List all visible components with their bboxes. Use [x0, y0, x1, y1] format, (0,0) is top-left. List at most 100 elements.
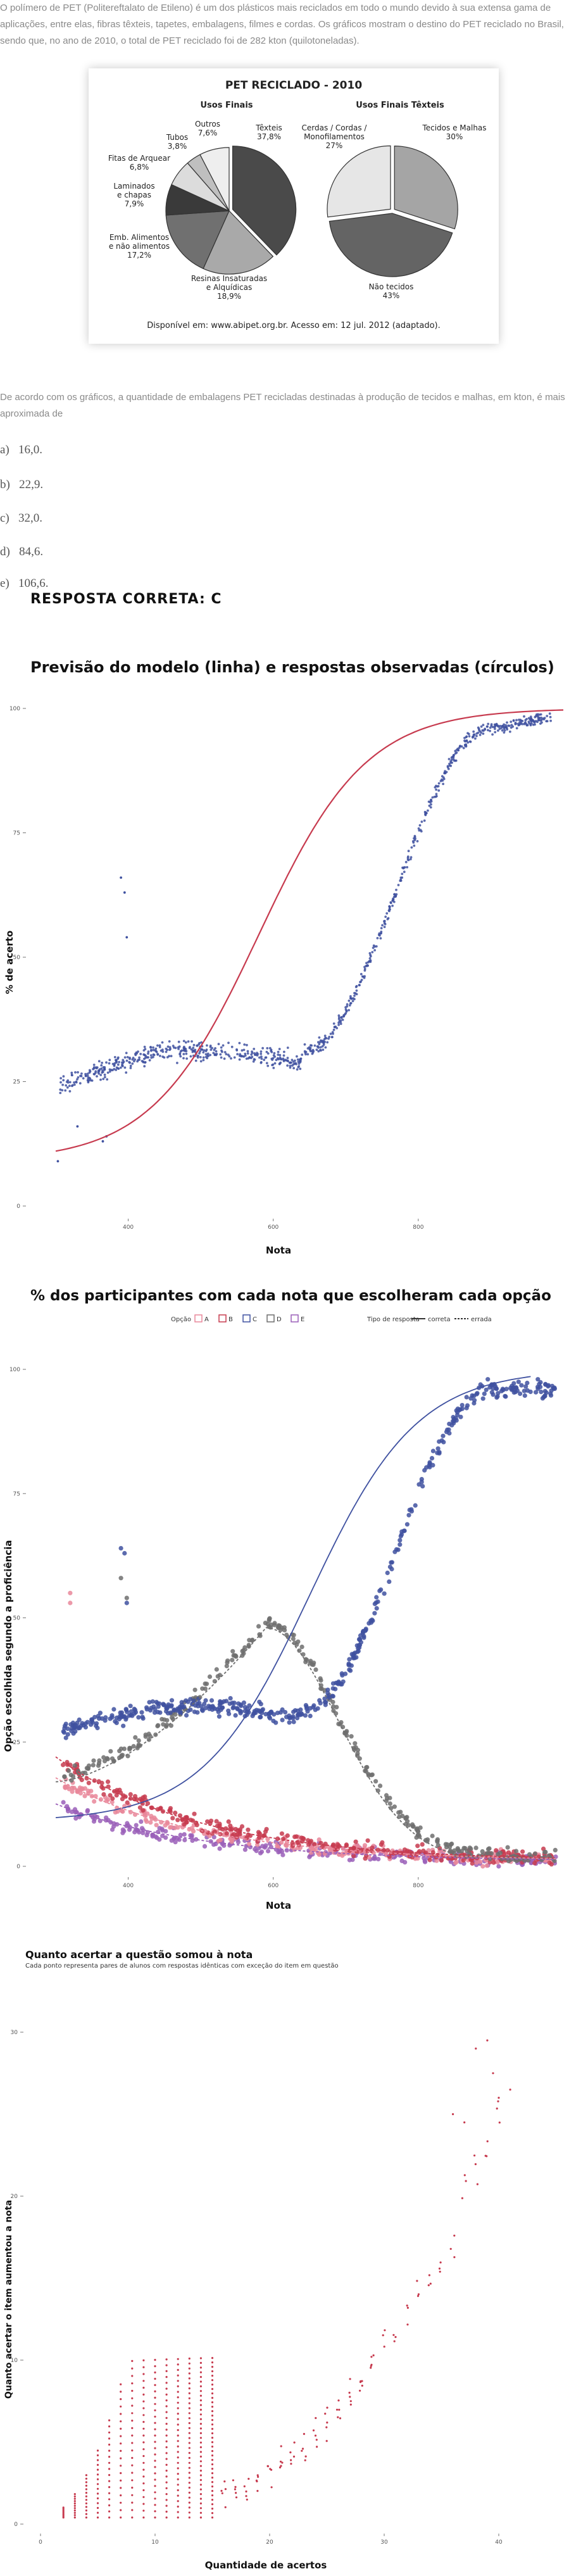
observed-point	[446, 766, 449, 769]
option-point	[175, 1818, 180, 1823]
option-point	[484, 1387, 489, 1392]
observed-point	[372, 946, 375, 949]
observed-outlier	[76, 1125, 79, 1128]
score-point	[154, 2504, 156, 2506]
score-point	[142, 2454, 145, 2458]
option-point	[449, 1841, 454, 1847]
option-point	[61, 1762, 66, 1768]
score-point	[154, 2497, 156, 2500]
option-point	[353, 1741, 358, 1746]
option-c[interactable]: c) 32,0.	[0, 512, 42, 525]
observed-point	[115, 1061, 118, 1064]
chart1-model-curve	[55, 709, 564, 1152]
observed-point	[244, 1052, 247, 1055]
observed-point	[503, 729, 506, 732]
score-point	[301, 2449, 303, 2452]
score-point	[108, 2492, 111, 2494]
score-point	[270, 2468, 273, 2471]
legend-option-swatch	[242, 1314, 251, 1323]
observed-point	[412, 841, 415, 844]
observed-point	[111, 1062, 115, 1065]
option-point	[470, 1861, 475, 1866]
observed-point	[549, 715, 552, 719]
observed-point	[358, 984, 361, 986]
observed-point	[275, 1059, 278, 1062]
option-point	[62, 1726, 67, 1731]
option-point	[313, 1667, 318, 1672]
option-point	[317, 1698, 322, 1703]
option-point	[546, 1383, 551, 1388]
option-point	[387, 1801, 392, 1806]
score-point	[465, 2180, 467, 2182]
observed-point	[477, 727, 480, 731]
option-point	[430, 1462, 435, 1467]
score-point	[199, 2488, 202, 2491]
observed-point	[532, 723, 535, 726]
score-point	[131, 2449, 134, 2452]
score-point	[177, 2374, 179, 2377]
score-point	[417, 2293, 420, 2296]
score-point	[177, 2418, 179, 2420]
score-point	[142, 2468, 145, 2471]
observed-point	[126, 1056, 129, 1059]
option-point	[532, 1861, 537, 1866]
option-point	[421, 1848, 426, 1854]
score-point	[337, 2416, 339, 2418]
option-point	[330, 1686, 335, 1691]
score-point	[199, 2516, 202, 2519]
score-point	[211, 2379, 214, 2382]
option-point	[235, 1706, 240, 1711]
option-point	[109, 1756, 115, 1761]
observed-point	[219, 1053, 222, 1056]
observed-point	[115, 1069, 118, 1071]
score-point	[177, 2434, 179, 2437]
option-point	[78, 1791, 83, 1796]
score-point	[131, 2404, 134, 2407]
observed-point	[206, 1052, 210, 1055]
observed-point	[381, 924, 384, 927]
option-e[interactable]: e) 106,6.	[0, 577, 49, 591]
option-point	[216, 1714, 222, 1719]
score-point	[62, 2512, 65, 2515]
observed-point	[320, 1049, 322, 1052]
option-point	[427, 1460, 432, 1465]
observed-point	[152, 1046, 154, 1049]
option-point	[301, 1652, 306, 1657]
score-point	[96, 2502, 99, 2504]
score-point	[73, 2493, 76, 2496]
option-b[interactable]: b) 22,9.	[0, 478, 43, 492]
observed-point	[273, 1055, 276, 1058]
observed-point	[125, 1071, 128, 1074]
option-point	[455, 1406, 461, 1411]
score-point	[154, 2510, 156, 2513]
score-point	[108, 2425, 111, 2428]
score-point	[453, 2256, 456, 2258]
option-d[interactable]: d) 84,6.	[0, 545, 43, 559]
observed-point	[86, 1079, 89, 1082]
observed-point	[512, 719, 515, 722]
observed-point	[355, 993, 358, 996]
score-point	[235, 2492, 237, 2494]
observed-point	[311, 1052, 314, 1055]
score-point	[108, 2461, 111, 2464]
option-point	[224, 1831, 229, 1836]
option-point	[373, 1600, 378, 1605]
option-point	[89, 1722, 94, 1727]
option-point	[287, 1715, 293, 1720]
option-point	[284, 1840, 289, 1845]
pie1-value-fitas: 6,8%	[130, 163, 149, 172]
option-point	[374, 1605, 379, 1611]
option-a[interactable]: a) 16,0.	[0, 443, 42, 457]
option-point	[240, 1653, 245, 1658]
observed-point	[413, 836, 416, 839]
score-point	[211, 2446, 214, 2448]
option-point	[351, 1854, 356, 1859]
score-point	[256, 2474, 259, 2477]
option-point	[77, 1717, 82, 1723]
observed-point	[515, 727, 518, 730]
score-point	[142, 2434, 145, 2437]
observed-point	[165, 1047, 168, 1050]
score-point	[108, 2449, 111, 2452]
option-point	[149, 1816, 154, 1821]
option-point	[91, 1758, 96, 1763]
